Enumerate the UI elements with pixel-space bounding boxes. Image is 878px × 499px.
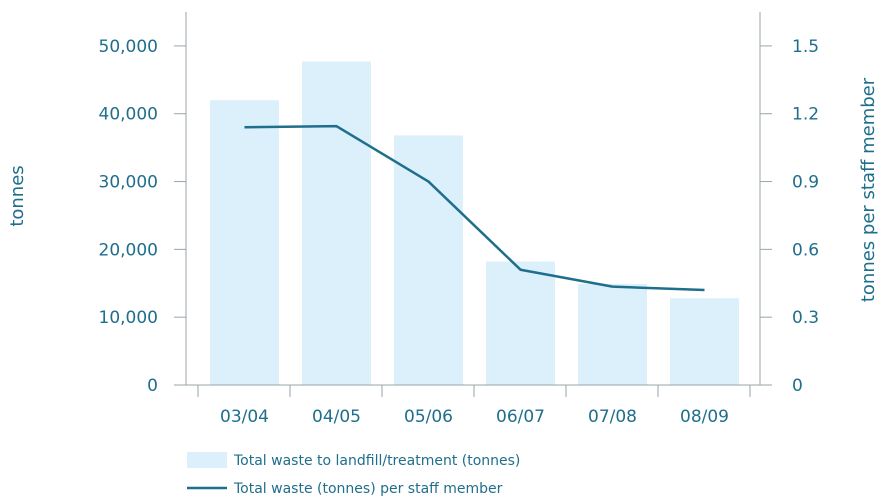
- left-tick-label: 30,000: [99, 173, 158, 193]
- left-tick-label: 0: [147, 376, 158, 396]
- x-tick-label: 04/05: [312, 407, 361, 427]
- left-axis-title: tonnes: [7, 165, 28, 226]
- line-series: [244, 124, 705, 292]
- x-tick-label: 08/09: [680, 407, 729, 427]
- bar-05-06: [394, 135, 463, 385]
- x-tick-label: 05/06: [404, 407, 453, 427]
- x-axis-ticks: 03/04 04/05 05/06 06/07 07/08 08/09: [197, 385, 751, 427]
- x-tick-label: 06/07: [496, 407, 545, 427]
- right-tick-label: 0.9: [792, 173, 819, 193]
- left-tick-label: 10,000: [99, 308, 158, 328]
- right-axis-ticks: 0 0.3 0.6 0.9 1.2 1.5: [760, 37, 819, 396]
- bar-series: [210, 61, 739, 386]
- right-axis-title: tonnes per staff member: [858, 77, 878, 302]
- bar-07-08: [578, 283, 647, 385]
- bar-06-07: [486, 261, 555, 385]
- legend-bar-label: Total waste to landfill/treatment (tonne…: [233, 453, 520, 469]
- left-tick-label: 40,000: [99, 105, 158, 125]
- right-tick-label: 1.5: [792, 37, 819, 57]
- left-axis-ticks: 0 10,000 20,000 30,000 40,000 50,000: [99, 37, 186, 396]
- right-tick-label: 0.6: [792, 240, 819, 260]
- right-tick-label: 1.2: [792, 105, 819, 125]
- legend: Total waste to landfill/treatment (tonne…: [187, 452, 520, 497]
- axes: [174, 12, 772, 386]
- line-series-path: [244, 124, 705, 292]
- x-tick-label: 03/04: [220, 407, 269, 427]
- legend-bar-swatch: [187, 452, 227, 468]
- x-tick-label: 07/08: [588, 407, 637, 427]
- bar-04-05: [302, 61, 371, 386]
- legend-line-label: Total waste (tonnes) per staff member: [233, 481, 503, 497]
- bar-08-09: [670, 298, 739, 385]
- left-tick-label: 20,000: [99, 240, 158, 260]
- right-tick-label: 0: [792, 376, 803, 396]
- right-tick-label: 0.3: [792, 308, 819, 328]
- left-tick-label: 50,000: [99, 37, 158, 57]
- bar-03-04: [210, 100, 279, 385]
